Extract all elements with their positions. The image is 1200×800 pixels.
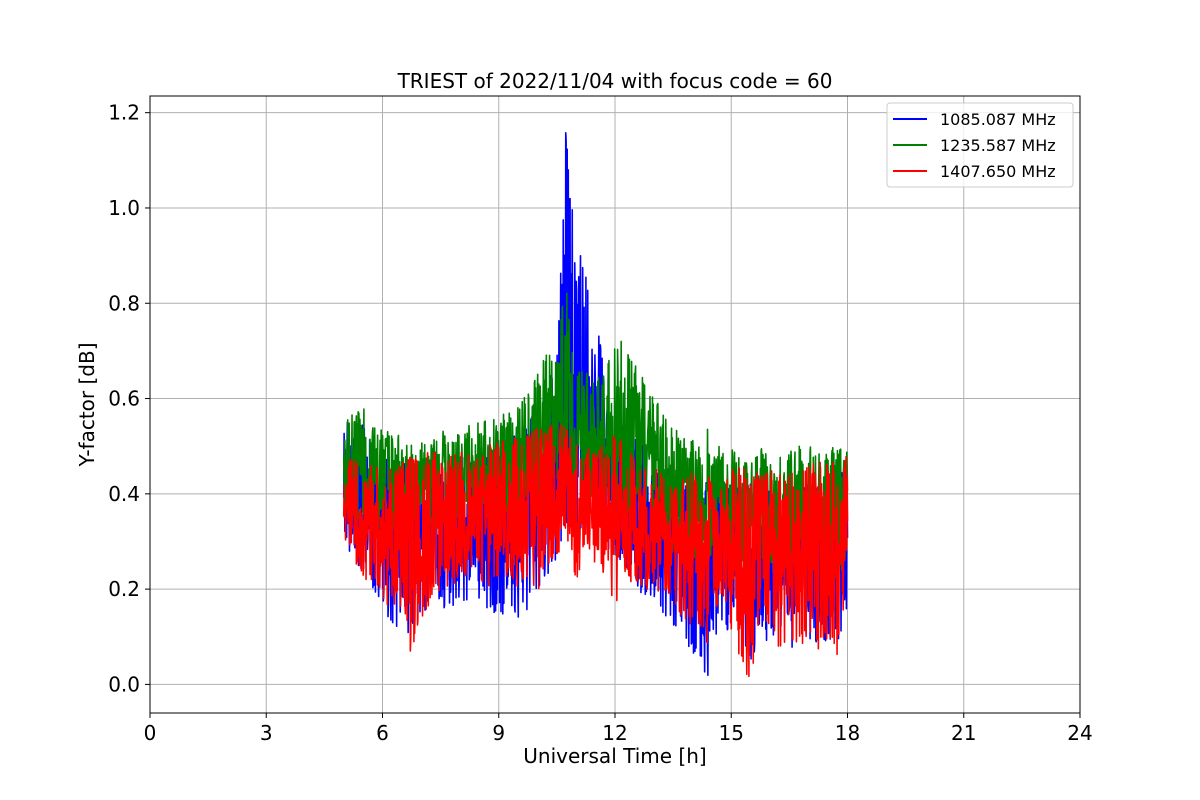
x-tick-label: 6 <box>376 721 389 745</box>
legend-label-1: 1235.587 MHz <box>940 136 1056 155</box>
y-tick-label: 1.0 <box>108 196 140 220</box>
y-tick-label: 0.8 <box>108 291 140 315</box>
y-axis: 0.0 0.2 0.4 0.6 0.8 1.0 1.2 <box>108 101 150 696</box>
x-tick-label: 9 <box>492 721 505 745</box>
x-tick-label: 18 <box>835 721 860 745</box>
y-tick-label: 0.6 <box>108 387 140 411</box>
legend: 1085.087 MHz 1235.587 MHz 1407.650 MHz <box>886 102 1074 188</box>
y-tick-label: 1.2 <box>108 101 140 125</box>
x-tick-label: 15 <box>719 721 744 745</box>
x-tick-label: 0 <box>144 721 157 745</box>
x-tick-label: 3 <box>260 721 273 745</box>
legend-label-0: 1085.087 MHz <box>940 110 1056 129</box>
y-tick-label: 0.2 <box>108 577 140 601</box>
legend-box <box>886 102 1074 188</box>
x-tick-label: 24 <box>1067 721 1092 745</box>
x-axis: 0 3 6 9 12 15 18 21 24 <box>144 713 1093 745</box>
x-tick-label: 12 <box>602 721 627 745</box>
legend-label-2: 1407.650 MHz <box>940 162 1056 181</box>
series-layer <box>342 131 849 678</box>
y-tick-label: 0.0 <box>108 672 140 696</box>
y-tick-label: 0.4 <box>108 482 140 506</box>
y-axis-label: Y-factor [dB] <box>75 342 99 467</box>
x-axis-label: Universal Time [h] <box>523 744 706 768</box>
x-tick-label: 21 <box>951 721 976 745</box>
series-line-2 <box>342 424 849 678</box>
chart-title: TRIEST of 2022/11/04 with focus code = 6… <box>397 69 833 93</box>
